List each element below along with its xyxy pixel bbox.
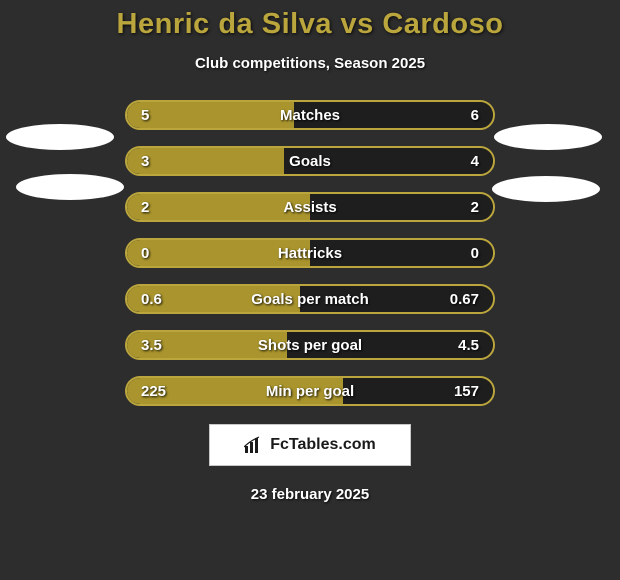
stat-bar: 56Matches (125, 100, 495, 130)
stat-label: Hattricks (127, 240, 493, 266)
stat-bar: 00Hattricks (125, 238, 495, 268)
stat-row: 3.54.5Shots per goal (0, 330, 620, 360)
stat-bar: 22Assists (125, 192, 495, 222)
stat-row: 00Hattricks (0, 238, 620, 268)
stat-label: Goals (127, 148, 493, 174)
bar-chart-icon (244, 436, 264, 454)
stat-label: Assists (127, 194, 493, 220)
stat-label: Matches (127, 102, 493, 128)
player-badge-placeholder (492, 176, 600, 202)
footer-badge: FcTables.com (209, 424, 411, 466)
stat-bar: 225157Min per goal (125, 376, 495, 406)
stat-row: 225157Min per goal (0, 376, 620, 406)
stat-row: 0.60.67Goals per match (0, 284, 620, 314)
date-text: 23 february 2025 (0, 486, 620, 503)
footer-brand-text: FcTables.com (270, 436, 376, 454)
player-badge-placeholder (6, 124, 114, 150)
stat-row: 34Goals (0, 146, 620, 176)
stat-label: Min per goal (127, 378, 493, 404)
stat-label: Shots per goal (127, 332, 493, 358)
stat-bar: 0.60.67Goals per match (125, 284, 495, 314)
comparison-infographic: Henric da Silva vs Cardoso Club competit… (0, 0, 620, 580)
player-badge-placeholder (494, 124, 602, 150)
page-title: Henric da Silva vs Cardoso (0, 8, 620, 41)
stat-label: Goals per match (127, 286, 493, 312)
stat-bar: 34Goals (125, 146, 495, 176)
subtitle: Club competitions, Season 2025 (0, 55, 620, 72)
player-badge-placeholder (16, 174, 124, 200)
stat-bar: 3.54.5Shots per goal (125, 330, 495, 360)
